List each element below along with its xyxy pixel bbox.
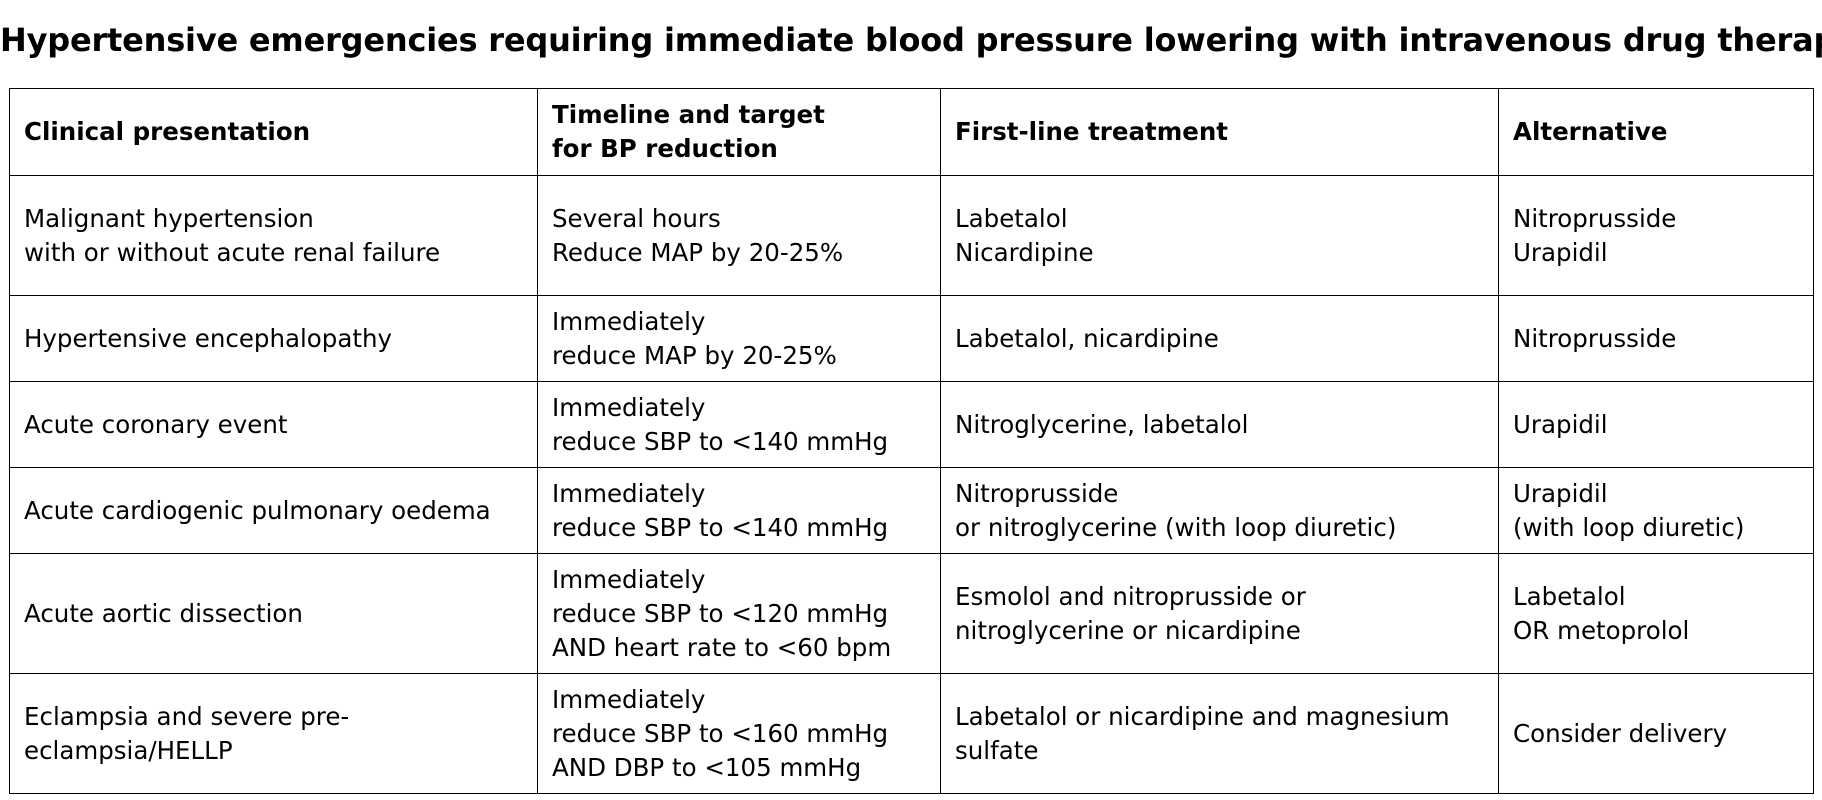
cell-timeline-target: Several hours Reduce MAP by 20-25%	[537, 175, 941, 296]
table-row: Hypertensive encephalopathy Immediately …	[9, 295, 1814, 382]
cell-first-line-treatment: Labetalol or nicardipine and magnesium s…	[940, 673, 1499, 794]
cell-clinical-presentation: Acute cardiogenic pulmonary oedema	[9, 467, 538, 554]
cell-alternative: Nitroprusside	[1498, 295, 1814, 382]
header-clinical-presentation: Clinical presentation	[9, 88, 538, 176]
table-row: Acute aortic dissection Immediately redu…	[9, 553, 1814, 674]
cell-first-line-treatment: Esmolol and nitroprusside or nitroglycer…	[940, 553, 1499, 674]
cell-timeline-target: Immediately reduce SBP to <140 mmHg	[537, 467, 941, 554]
cell-clinical-presentation: Hypertensive encephalopathy	[9, 295, 538, 382]
cell-alternative: Urapidil (with loop diuretic)	[1498, 467, 1814, 554]
cell-first-line-treatment: Labetalol Nicardipine	[940, 175, 1499, 296]
cell-timeline-target: Immediately reduce SBP to <140 mmHg	[537, 381, 941, 468]
cell-first-line-treatment: Nitroglycerine, labetalol	[940, 381, 1499, 468]
cell-alternative: Urapidil	[1498, 381, 1814, 468]
table-header-row: Clinical presentation Timeline and targe…	[9, 88, 1814, 176]
treatment-table: Clinical presentation Timeline and targe…	[9, 88, 1814, 794]
page-title: Hypertensive emergencies requiring immed…	[0, 21, 1822, 59]
table-row: Malignant hypertension with or without a…	[9, 175, 1814, 296]
table-row: Eclampsia and severe pre- eclampsia/HELL…	[9, 673, 1814, 794]
cell-timeline-target: Immediately reduce SBP to <120 mmHg AND …	[537, 553, 941, 674]
cell-alternative: Labetalol OR metoprolol	[1498, 553, 1814, 674]
cell-clinical-presentation: Acute coronary event	[9, 381, 538, 468]
cell-first-line-treatment: Nitroprusside or nitroglycerine (with lo…	[940, 467, 1499, 554]
cell-clinical-presentation: Eclampsia and severe pre- eclampsia/HELL…	[9, 673, 538, 794]
cell-alternative: Consider delivery	[1498, 673, 1814, 794]
cell-clinical-presentation: Acute aortic dissection	[9, 553, 538, 674]
table-row: Acute cardiogenic pulmonary oedema Immed…	[9, 467, 1814, 554]
cell-first-line-treatment: Labetalol, nicardipine	[940, 295, 1499, 382]
cell-timeline-target: Immediately reduce SBP to <160 mmHg AND …	[537, 673, 941, 794]
cell-timeline-target: Immediately reduce MAP by 20-25%	[537, 295, 941, 382]
header-alternative: Alternative	[1498, 88, 1814, 176]
header-timeline-target: Timeline and target for BP reduction	[537, 88, 941, 176]
table-row: Acute coronary event Immediately reduce …	[9, 381, 1814, 468]
cell-alternative: Nitroprusside Urapidil	[1498, 175, 1814, 296]
cell-clinical-presentation: Malignant hypertension with or without a…	[9, 175, 538, 296]
header-first-line-treatment: First-line treatment	[940, 88, 1499, 176]
